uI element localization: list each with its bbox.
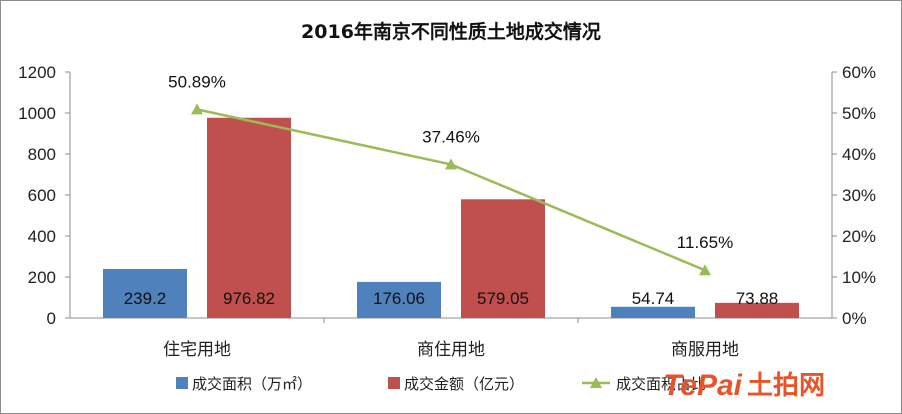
line-data-label: 11.65% — [677, 233, 733, 252]
y-left-tick-label: 0 — [47, 309, 56, 328]
y-right-tick-label: 40% — [842, 145, 876, 164]
x-tick-label: 住宅用地 — [163, 340, 231, 360]
line-series — [191, 103, 711, 276]
line-marker — [191, 103, 203, 115]
legend-swatch — [388, 377, 400, 389]
y-left-tick-label: 400 — [28, 227, 56, 246]
chart-title: 2016年南京不同性质土地成交情况 — [301, 20, 601, 43]
logo-watermark: TePai 土拍网 — [663, 369, 825, 402]
legend: 成交面积（万㎡） 成交金额（亿元） 成交面积占比 — [176, 375, 706, 393]
legend-label: 成交金额（亿元） — [404, 375, 524, 393]
bar-data-label: 54.74 — [632, 289, 675, 308]
bar — [207, 117, 291, 319]
bar — [103, 268, 187, 318]
y-right-tick-label: 50% — [842, 104, 876, 123]
line-data-label: 37.46% — [422, 127, 480, 146]
bar — [461, 199, 545, 318]
bar-data-label: 976.82 — [223, 289, 275, 308]
bar — [357, 281, 441, 318]
x-tick-label: 商服用地 — [671, 340, 739, 360]
y-left-tick-label: 600 — [28, 186, 56, 205]
bar-data-label: 579.05 — [477, 289, 529, 308]
legend-label: 成交面积占比 — [616, 375, 706, 393]
legend-swatch — [176, 377, 188, 389]
bars — [103, 117, 799, 319]
bar — [715, 302, 799, 318]
y-right-tick-label: 10% — [842, 268, 876, 287]
logo-brand: TePai — [663, 369, 743, 402]
y-left-tick-label: 800 — [28, 145, 56, 164]
line-data-label: 50.89% — [168, 72, 226, 91]
y-right-tick-label: 60% — [842, 63, 876, 82]
bar-data-label: 176.06 — [373, 289, 425, 308]
axes: 0 200 400 600 800 1000 1200 0% 10% 20% 30% 40% 50% 60… — [18, 63, 876, 360]
x-tick-label: 商住用地 — [417, 340, 485, 360]
y-left-tick-label: 1200 — [18, 63, 56, 82]
y-left-tick-label: 1000 — [18, 104, 56, 123]
y-right-tick-label: 30% — [842, 186, 876, 205]
logo-text: 土拍网 — [747, 371, 825, 401]
bar-data-label: 239.2 — [124, 289, 167, 308]
legend-marker — [590, 377, 602, 388]
legend-label: 成交面积（万㎡） — [192, 375, 312, 393]
line-marker — [445, 158, 457, 170]
line-marker — [699, 264, 711, 276]
data-labels: 239.2 176.06 54.74 976.82 579.05 73.88 50.89% 3… — [124, 72, 779, 308]
bar — [611, 306, 695, 318]
y-left-tick-label: 200 — [28, 268, 56, 287]
bar-data-label: 73.88 — [736, 289, 779, 308]
y-right-tick-label: 20% — [842, 227, 876, 246]
y-right-tick-label: 0% — [842, 309, 867, 328]
